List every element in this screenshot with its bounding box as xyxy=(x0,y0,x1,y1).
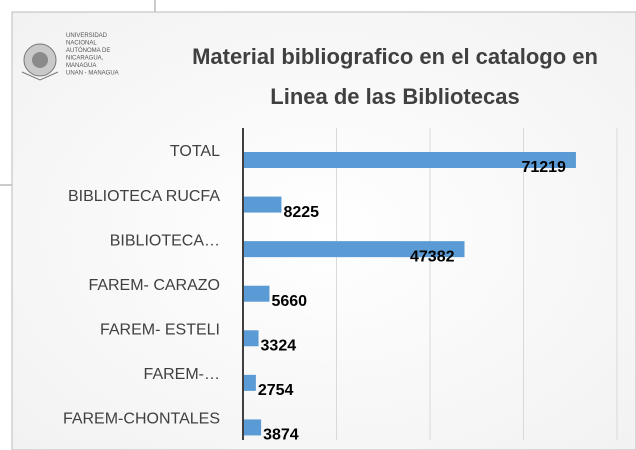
bar xyxy=(243,374,256,391)
data-label: 8225 xyxy=(283,204,319,221)
logo-ribbon xyxy=(21,71,59,81)
logo-emblem-center xyxy=(32,52,48,68)
category-label: BIBLIOTECA… xyxy=(110,232,220,249)
data-label: 3324 xyxy=(261,338,297,355)
category-label: BIBLIOTECA RUCFA xyxy=(68,188,220,205)
logo-text: MANAGUA xyxy=(66,63,96,69)
logo xyxy=(21,43,59,81)
bar xyxy=(243,285,270,302)
category-label: FAREM-CHONTALES xyxy=(63,411,220,428)
data-label: 47382 xyxy=(410,248,455,265)
bar xyxy=(243,330,259,347)
data-label: 71219 xyxy=(521,159,566,176)
chart-title: Material bibliografico en el catalogo en xyxy=(192,44,598,69)
bar xyxy=(243,196,282,213)
chart-title: Linea de las Bibliotecas xyxy=(270,84,519,109)
logo-text: UNIVERSIDAD xyxy=(66,33,108,39)
chart-panel xyxy=(11,11,636,450)
bar xyxy=(243,419,262,436)
data-label: 2754 xyxy=(258,382,294,399)
category-label: TOTAL xyxy=(170,143,220,160)
category-label: FAREM- ESTELI xyxy=(100,322,220,339)
bar xyxy=(243,241,465,258)
bar xyxy=(243,152,576,168)
data-label: 3874 xyxy=(263,427,299,444)
data-label: 5660 xyxy=(271,293,307,310)
logo-text: AUTÓNOMA DE xyxy=(66,47,110,54)
logo-text: UNAN - MANAGUA xyxy=(66,71,119,77)
category-label: FAREM-… xyxy=(144,366,220,383)
logo-text: NACIONAL xyxy=(66,41,97,47)
category-label: FAREM- CARAZO xyxy=(88,277,220,294)
logo-text: NICARAGUA, xyxy=(66,56,104,62)
window-edge xyxy=(0,0,156,186)
